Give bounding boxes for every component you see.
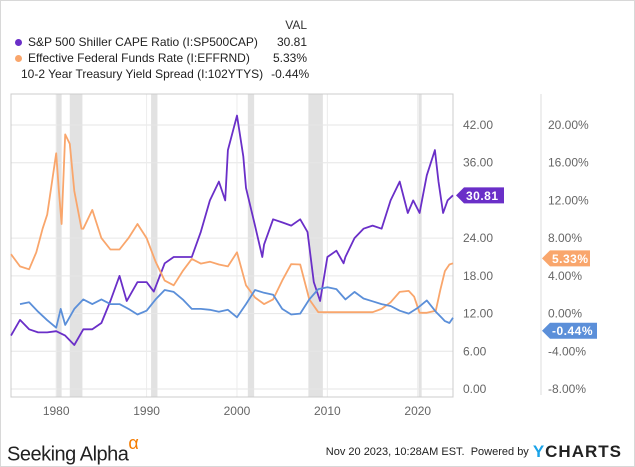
series-line-fed <box>10 133 454 314</box>
legend-item-spread[interactable]: 10-2 Year Treasury Yield Spread (I:102YT… <box>15 66 310 82</box>
recession-band <box>56 94 62 397</box>
left-axis-tick-label: 6.00 <box>463 344 487 358</box>
brand-name: Seeking Alpha <box>7 443 129 466</box>
right-axis-tick-label: 12.00% <box>548 193 589 207</box>
left-axis-tick-label: 0.00 <box>463 382 487 396</box>
legend: VAL S&P 500 Shiller CAPE Ratio (I:SP500C… <box>15 18 310 82</box>
plot-border <box>10 93 454 398</box>
ycharts-y: Y <box>532 442 546 461</box>
legend-header: VAL <box>285 18 307 32</box>
x-axis-tick-label: 1990 <box>133 404 160 418</box>
ycharts-logo[interactable]: YCHARTS <box>533 442 622 462</box>
value-flag-spread: -0.44% <box>552 324 593 338</box>
recession-band <box>418 94 422 397</box>
value-flag-cape-bg <box>456 187 504 204</box>
x-axis-tick-label: 2000 <box>224 404 251 418</box>
legend-value: -0.44% <box>271 67 310 81</box>
right-axis-tick-label: -4.00% <box>548 344 586 358</box>
x-axis-tick-label: 1980 <box>43 404 70 418</box>
left-axis-tick-label: 36.00 <box>463 156 493 170</box>
ycharts-text: CHARTS <box>545 442 622 461</box>
right-axis-tick-label: 0.00% <box>548 307 582 321</box>
legend-label: 10-2 Year Treasury Yield Spread (I:102YT… <box>21 67 264 81</box>
series-line-spread <box>19 286 454 329</box>
series-dot-icon <box>15 38 22 46</box>
left-axis-tick-label: 42.00 <box>463 118 493 132</box>
recession-band <box>151 94 158 397</box>
recession-band <box>308 94 323 397</box>
powered-by: Powered by <box>470 446 529 458</box>
legend-item-cape[interactable]: S&P 500 Shiller CAPE Ratio (I:SP500CAP) … <box>15 34 307 50</box>
legend-label: S&P 500 Shiller CAPE Ratio (I:SP500CAP) <box>28 35 258 49</box>
series-line-cape <box>10 114 454 346</box>
timestamp: Nov 20 2023, 10:28AM EST. <box>325 446 465 458</box>
footer-right: Nov 20 2023, 10:28AM EST. Powered by YCH… <box>326 442 622 462</box>
value-flag-fed-bg <box>542 250 590 267</box>
right-axis-tick-label: 8.00% <box>548 231 582 245</box>
right-axis-tick-label: -8.00% <box>548 382 586 396</box>
recession-band <box>247 94 255 397</box>
value-flag-fed: 5.33% <box>552 252 589 266</box>
right-axis-tick-label: 16.00% <box>548 156 589 170</box>
x-axis-tick-label: 2010 <box>314 404 341 418</box>
seeking-alpha-logo: Seeking Alphaα <box>7 433 139 466</box>
legend-item-fed[interactable]: Effective Federal Funds Rate (I:EFFRND) … <box>15 50 307 66</box>
line-chart: 0.00 6.00 12.00 18.00 24.00 36.00 42.00 -8.00% -… <box>10 93 597 418</box>
right-axis-tick-label: 20.00% <box>548 118 589 132</box>
footer-timestamp: Nov 20 2023, 10:28AM EST. Powered by <box>326 446 529 458</box>
legend-value: 30.81 <box>276 35 307 49</box>
value-flag-cape: 30.81 <box>466 189 499 203</box>
left-axis-tick-label: 12.00 <box>463 307 493 321</box>
value-flag-spread-bg <box>542 322 597 339</box>
legend-value: 5.33% <box>272 51 307 65</box>
x-axis-tick-label: 2020 <box>404 404 431 418</box>
legend-label: Effective Federal Funds Rate (I:EFFRND) <box>28 51 250 65</box>
left-axis-tick-label: 24.00 <box>463 231 493 245</box>
series-dot-icon <box>15 54 22 62</box>
right-axis-tick-label: 4.00% <box>548 269 582 283</box>
left-axis-tick-label: 18.00 <box>463 269 493 283</box>
alpha-icon: α <box>128 433 139 453</box>
